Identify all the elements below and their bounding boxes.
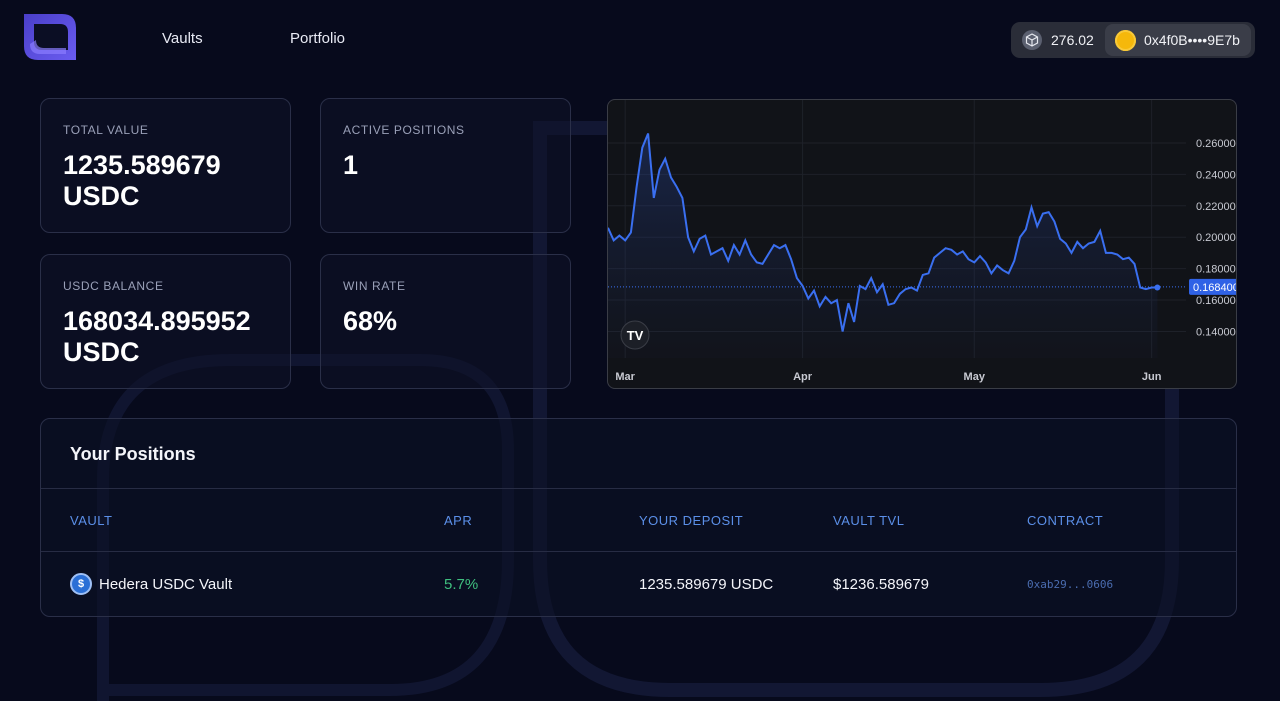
y-tick-label: 0.180000 [1196, 264, 1237, 276]
positions-title: Your Positions [70, 444, 196, 464]
vault-cell[interactable]: $ Hedera USDC Vault [70, 573, 232, 595]
x-tick-label: Jun [1142, 371, 1162, 383]
y-tick-label: 0.260000 [1196, 138, 1237, 150]
wallet-address-button[interactable]: 0x4f0B••••9E7b [1105, 24, 1251, 56]
balance-chip[interactable]: 276.02 [1011, 22, 1105, 58]
price-chart[interactable]: 0.260000 0.240000 0.220000 0.200000 0.180000… [607, 99, 1237, 389]
x-tick-label: May [964, 371, 986, 383]
total-value-amount: 1235.589679 USDC [63, 150, 268, 212]
usdc-icon: $ [70, 573, 92, 595]
vault-name: Hedera USDC Vault [99, 575, 233, 593]
price-area [608, 133, 1158, 358]
apr-value: 5.7% [444, 576, 479, 593]
usdc-balance-number: 168034.895952 [63, 306, 251, 336]
active-positions-label: ACTIVE POSITIONS [343, 123, 465, 137]
active-positions-value: 1 [343, 150, 359, 180]
y-tick-label: 0.160000 [1196, 295, 1237, 307]
column-header-contract: CONTRACT [1027, 513, 1104, 528]
price-line [608, 133, 1158, 332]
current-price-badge [1189, 278, 1236, 295]
wallet-address: 0x4f0B••••9E7b [1144, 32, 1240, 48]
usdc-balance-unit: USDC [63, 337, 140, 367]
divider [41, 551, 1236, 552]
wallet-group: 276.02 0x4f0B••••9E7b [1011, 22, 1255, 58]
win-rate-label: WIN RATE [343, 279, 406, 293]
top-bar: Vaults Portfolio 276.02 0x4f0B••••9E7b [0, 0, 1280, 80]
usdc-balance-amount: 168034.895952 USDC [63, 306, 268, 368]
x-tick-label: Apr [793, 371, 813, 383]
y-tick-label: 0.200000 [1196, 232, 1237, 244]
divider [41, 488, 1236, 489]
tvl-value: $1236.589679 [833, 576, 929, 593]
svg-text:TV: TV [627, 328, 644, 343]
nav-vaults[interactable]: Vaults [162, 30, 203, 47]
usdc-balance-label: USDC BALANCE [63, 279, 164, 293]
total-value-unit: USDC [63, 181, 140, 211]
usdc-balance-card: USDC BALANCE 168034.895952 USDC [40, 254, 291, 389]
coin-icon [1115, 29, 1136, 51]
x-tick-label: Mar [615, 371, 635, 383]
current-price-dot [1154, 284, 1161, 291]
cube-icon [1022, 30, 1042, 50]
column-header-apr: APR [444, 513, 473, 528]
active-positions-card: ACTIVE POSITIONS 1 [320, 98, 571, 233]
column-header-deposit: YOUR DEPOSIT [639, 513, 744, 528]
y-tick-label: 0.140000 [1196, 326, 1237, 338]
total-value-label: TOTAL VALUE [63, 123, 149, 137]
total-value-number: 1235.589679 [63, 150, 221, 180]
win-rate-card: WIN RATE 68% [320, 254, 571, 389]
logo-icon[interactable] [22, 12, 78, 62]
current-price-label: 0.168400 [1193, 282, 1237, 294]
y-tick-label: 0.220000 [1196, 201, 1237, 213]
column-header-tvl: VAULT TVL [833, 513, 905, 528]
positions-panel: Your Positions VAULT APR YOUR DEPOSIT VA… [40, 418, 1237, 617]
win-rate-value: 68% [343, 306, 398, 336]
balance-value: 276.02 [1051, 32, 1094, 48]
y-tick-label: 0.240000 [1196, 169, 1237, 181]
tradingview-logo-icon[interactable]: TV [620, 320, 650, 350]
column-header-vault: VAULT [70, 513, 113, 528]
nav-portfolio[interactable]: Portfolio [290, 30, 346, 47]
contract-link[interactable]: 0xab29...0606 [1027, 578, 1114, 591]
deposit-value: 1235.589679 USDC [639, 576, 774, 593]
total-value-card: TOTAL VALUE 1235.589679 USDC [40, 98, 291, 233]
price-chart-svg: 0.260000 0.240000 0.220000 0.200000 0.180000… [608, 100, 1237, 383]
